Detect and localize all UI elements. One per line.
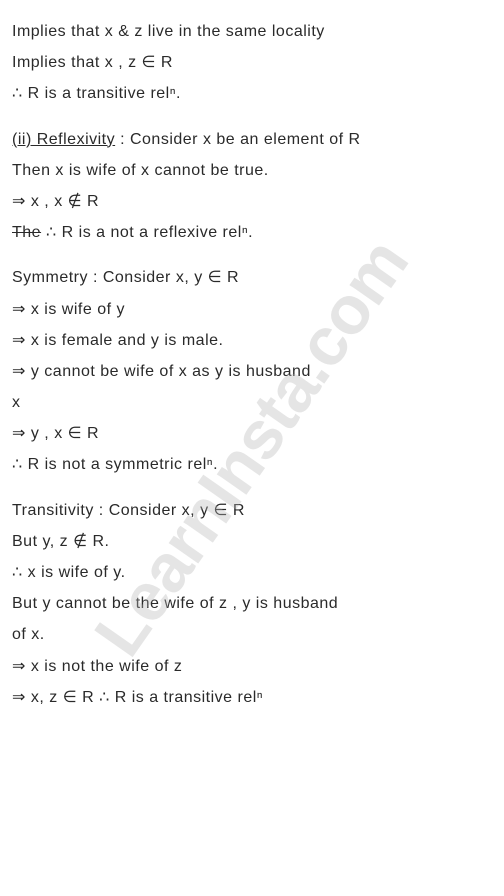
handwritten-line: The ∴ R is a not a reflexive relⁿ. xyxy=(12,219,492,246)
handwritten-line: Implies that x & z live in the same loca… xyxy=(12,18,492,45)
handwritten-line: Transitivity : Consider x, y ∈ R xyxy=(12,497,492,524)
handwritten-line: ⇒ x is wife of y xyxy=(12,296,492,323)
handwritten-line: But y cannot be the wife of z , y is hus… xyxy=(12,590,492,617)
handwritten-line: x xyxy=(12,389,492,416)
reflexivity-heading: (ii) Reflexivity xyxy=(12,131,115,148)
handwritten-line: Symmetry : Consider x, y ∈ R xyxy=(12,264,492,291)
handwritten-line: Implies that x , z ∈ R xyxy=(12,49,492,76)
handwritten-line: ⇒ x , x ∉ R xyxy=(12,188,492,215)
handwritten-line: ⇒ x, z ∈ R ∴ R is a transitive relⁿ xyxy=(12,684,492,711)
handwritten-line: of x. xyxy=(12,621,492,648)
handwritten-line: ⇒ y cannot be wife of x as y is husband xyxy=(12,358,492,385)
handwritten-line: ∴ R is not a symmetric relⁿ. xyxy=(12,451,492,478)
text-span: : Consider x be an element of R xyxy=(115,131,360,148)
handwritten-line: ⇒ x is female and y is male. xyxy=(12,327,492,354)
handwritten-line: ⇒ y , x ∈ R xyxy=(12,420,492,447)
handwritten-line: ⇒ x is not the wife of z xyxy=(12,653,492,680)
text-span: ∴ R is a not a reflexive relⁿ. xyxy=(41,224,253,241)
handwritten-line: (ii) Reflexivity : Consider x be an elem… xyxy=(12,126,492,153)
handwritten-line: ∴ R is a transitive relⁿ. xyxy=(12,80,492,107)
handwritten-line: Then x is wife of x cannot be true. xyxy=(12,157,492,184)
handwritten-line: ∴ x is wife of y. xyxy=(12,559,492,586)
handwritten-line: But y, z ∉ R. xyxy=(12,528,492,555)
struck-text: The xyxy=(12,224,41,241)
